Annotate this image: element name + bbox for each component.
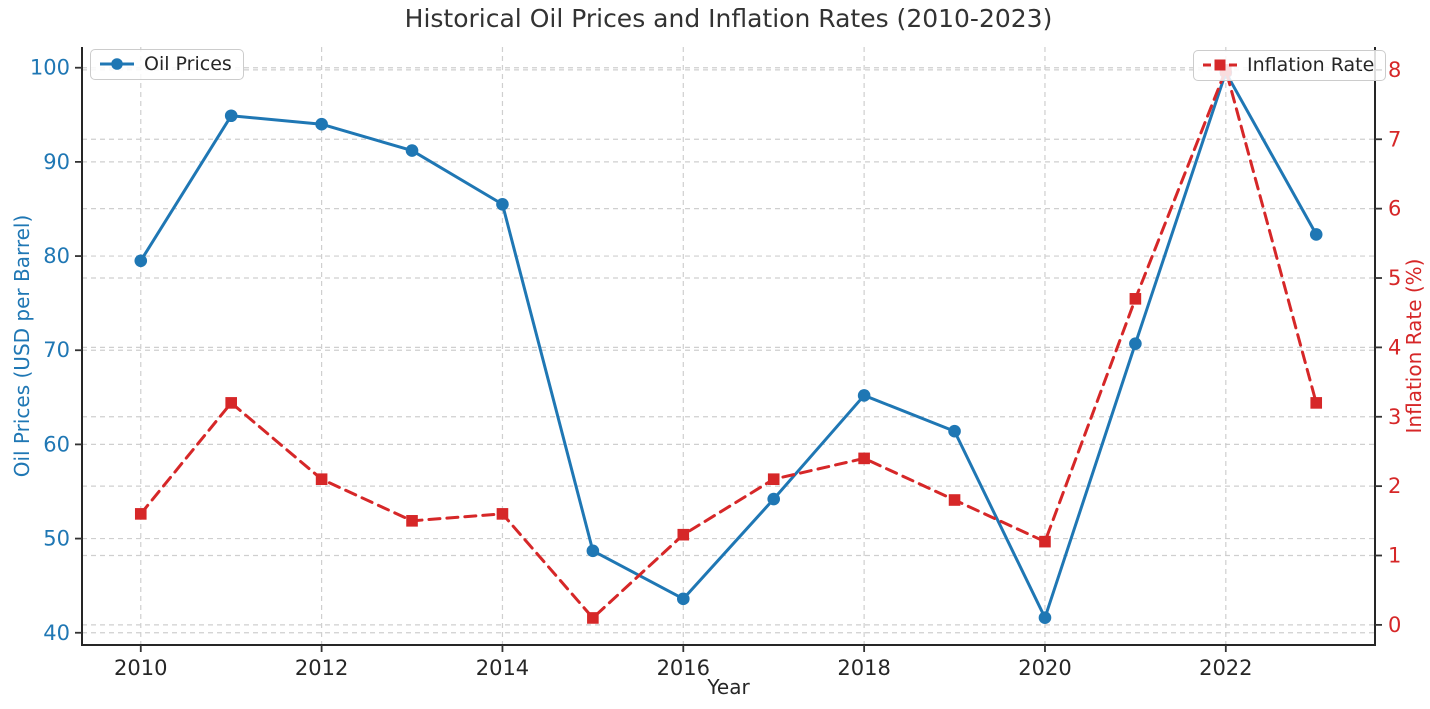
left-tick-label: 90 xyxy=(43,150,70,174)
inflation-line-swatch-icon xyxy=(1203,59,1237,71)
inflation-rate-marker xyxy=(767,473,780,485)
right-tick-label: 6 xyxy=(1388,197,1401,221)
chart-title: Historical Oil Prices and Inflation Rate… xyxy=(404,4,1053,33)
axes-spines xyxy=(81,47,1376,646)
inflation-rate-marker xyxy=(587,612,599,624)
inflation-rate-marker xyxy=(1039,535,1051,548)
right-tick-label: 7 xyxy=(1388,127,1401,151)
x-tick-label: 2012 xyxy=(295,656,348,680)
x-tick-label: 2020 xyxy=(1018,656,1071,680)
legend-oil-prices: Oil Prices xyxy=(90,49,244,80)
oil-prices-marker xyxy=(405,144,419,157)
oil-prices-marker xyxy=(1129,337,1142,350)
inflation-rate-marker xyxy=(406,515,418,527)
left-tick-label: 80 xyxy=(43,244,70,268)
left-tick-label: 50 xyxy=(43,527,70,551)
x-tick-label: 2022 xyxy=(1199,656,1252,680)
oil-prices-marker xyxy=(134,254,148,268)
series-inflation-rate xyxy=(134,64,1323,624)
oil-prices-marker xyxy=(767,492,781,506)
oil-prices-line xyxy=(139,70,1318,620)
tick-labels: 40 50 60 70 80 90 100 0 1 2 3 4 5 6 7 8 2010 2012 2014 2016… xyxy=(30,56,1401,680)
legend-inflation-rate: Inflation Rate xyxy=(1193,50,1387,81)
oil-prices-marker xyxy=(948,424,961,438)
oil-prices-marker xyxy=(496,197,509,211)
left-tick-label: 40 xyxy=(43,621,70,645)
x-tick-label: 2016 xyxy=(657,656,710,680)
right-tick-label: 8 xyxy=(1388,58,1401,82)
inflation-rate-marker xyxy=(496,508,509,520)
legend-oil-label: Oil Prices xyxy=(144,53,232,75)
inflation-rate-marker xyxy=(858,452,870,465)
oil-prices-marker xyxy=(857,389,871,402)
inflation-rate-marker xyxy=(315,473,328,485)
oil-prices-marker xyxy=(586,544,600,558)
x-tick-label: 2014 xyxy=(476,656,529,680)
series-oil-prices xyxy=(134,66,1323,624)
x-axis-label: Year xyxy=(707,675,750,699)
inflation-rate-line xyxy=(139,68,1318,620)
right-tick-label: 2 xyxy=(1388,474,1401,498)
oil-prices-marker xyxy=(1038,611,1052,624)
right-axis-label: Inflation Rate (%) xyxy=(1402,258,1426,434)
oil-line-swatch-icon xyxy=(100,58,134,70)
oil-prices-marker xyxy=(1309,228,1323,241)
x-tick-label: 2018 xyxy=(837,656,890,680)
left-tick-label: 60 xyxy=(43,432,70,456)
x-tick-label: 2010 xyxy=(114,656,167,680)
right-tick-label: 0 xyxy=(1388,613,1401,637)
left-axis-label: Oil Prices (USD per Barrel) xyxy=(10,214,34,478)
right-tick-label: 3 xyxy=(1388,405,1401,429)
right-tick-label: 4 xyxy=(1388,335,1401,359)
right-tick-label: 1 xyxy=(1388,544,1401,568)
inflation-rate-marker xyxy=(134,508,147,520)
inflation-rate-marker xyxy=(1310,397,1323,409)
oil-prices-marker xyxy=(676,592,690,606)
inflation-rate-marker xyxy=(677,528,690,541)
left-tick-label: 70 xyxy=(43,338,70,362)
inflation-rate-marker xyxy=(225,397,237,409)
legend-inflation-label: Inflation Rate xyxy=(1247,54,1375,76)
gridlines xyxy=(82,47,1375,645)
oil-prices-marker xyxy=(224,109,238,123)
inflation-rate-marker xyxy=(1129,293,1142,305)
oil-prices-marker xyxy=(315,117,328,131)
tick-marks xyxy=(75,66,1382,652)
inflation-rate-marker xyxy=(948,494,961,506)
left-tick-label: 100 xyxy=(30,56,70,80)
right-tick-label: 5 xyxy=(1388,266,1401,290)
